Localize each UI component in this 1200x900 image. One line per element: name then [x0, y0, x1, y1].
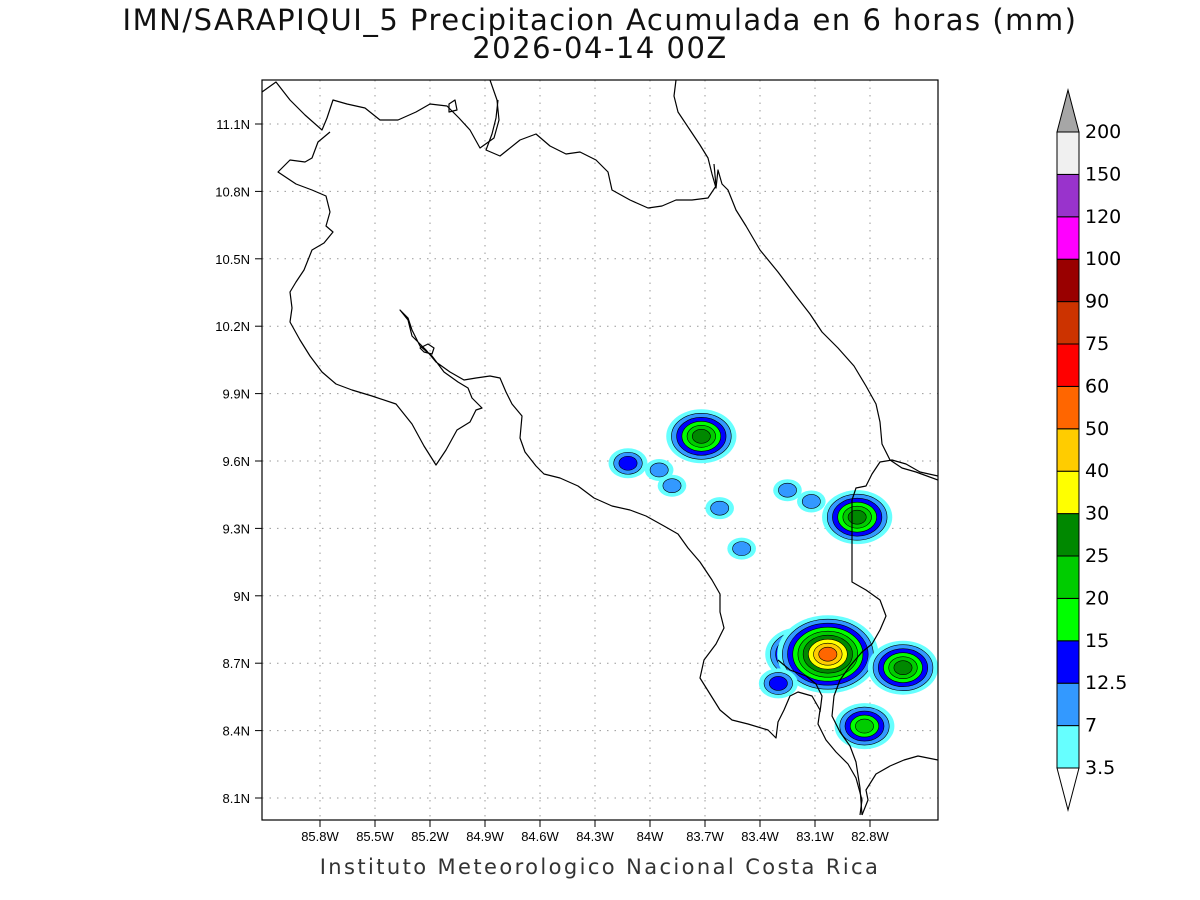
coastline-and-borders	[262, 80, 938, 816]
colorbar-label: 100	[1085, 248, 1121, 270]
panama-border	[831, 459, 938, 816]
lon-tick-label: 84.3W	[576, 829, 614, 844]
colorbar-swatch	[1056, 301, 1080, 345]
rain-contour	[662, 478, 682, 494]
rain-cell	[644, 458, 674, 481]
lat-tick-label: 9.9N	[223, 387, 250, 402]
rain-contour	[691, 428, 711, 444]
precipitation-field	[608, 409, 938, 750]
lon-tick-label: 85.8W	[301, 829, 339, 844]
colorbar-label: 200	[1085, 121, 1121, 143]
rain-contour	[855, 718, 874, 734]
colorbar-label: 60	[1085, 375, 1109, 397]
rain-cell	[705, 497, 734, 520]
lon-tick-label: 85.2W	[411, 829, 449, 844]
nicaragua-costa-rica-border	[485, 99, 717, 209]
rain-cell	[608, 448, 648, 479]
grid-lines	[262, 80, 938, 820]
colorbar-label: 3.5	[1085, 757, 1115, 779]
colorbar-swatch	[1056, 682, 1080, 727]
lat-tick-label: 10.5N	[215, 252, 250, 267]
rain-contour	[649, 462, 669, 478]
map-datetime: 2026-04-14 00Z	[472, 31, 728, 65]
lon-tick-label: 84.9W	[466, 829, 504, 844]
rain-cell	[773, 479, 802, 502]
colorbar-swatch	[1056, 216, 1080, 260]
lat-tick-label: 9N	[233, 589, 250, 604]
colorbar-label: 50	[1085, 418, 1109, 440]
lon-tick-label: 84.6W	[521, 829, 559, 844]
lon-tick-label: 82.8W	[851, 829, 889, 844]
rain-contour	[847, 509, 867, 525]
colorbar-low-arrow	[1056, 767, 1080, 812]
rain-cell	[867, 640, 938, 695]
colorbar: 3.5 7 12.5 15 20 25 30 40 50 60 75 90 100 120 150 200	[1056, 88, 1127, 812]
colorbar-label: 15	[1085, 630, 1109, 652]
rain-cell	[727, 537, 756, 560]
lon-tick-label: 85.5W	[356, 829, 394, 844]
axis-ticks: 85.8W 85.5W 85.2W 84.9W 84.6W 84.3W 84W 83.7W 83…	[215, 117, 889, 844]
map-title: IMN/SARAPIQUI_5 Precipitacion Acumulada …	[122, 3, 1078, 37]
rain-contour	[618, 455, 638, 471]
colorbar-label: 120	[1085, 206, 1121, 228]
colorbar-label: 20	[1085, 587, 1109, 609]
colorbar-swatch	[1056, 513, 1080, 557]
caribbean-coast	[673, 80, 938, 481]
colorbar-label: 7	[1085, 715, 1097, 737]
colorbar-label: 75	[1085, 333, 1109, 355]
rain-cell	[797, 490, 826, 513]
lat-tick-label: 9.6N	[223, 454, 250, 469]
colorbar-label: 150	[1085, 163, 1121, 185]
colorbar-swatch	[1056, 343, 1080, 387]
lat-tick-label: 10.8N	[215, 184, 250, 199]
rain-contour	[818, 646, 838, 662]
burica-peninsula	[777, 659, 823, 713]
gulf-island	[419, 343, 435, 355]
rain-contour	[710, 500, 730, 516]
lat-tick-label: 9.3N	[223, 521, 250, 536]
colorbar-swatch	[1056, 470, 1080, 515]
lake-islet	[448, 99, 458, 113]
rain-contour	[801, 494, 821, 509]
rain-cell	[758, 668, 798, 699]
colorbar-swatch	[1056, 555, 1080, 599]
colorbar-swatch	[1056, 173, 1080, 218]
rain-contour	[893, 660, 913, 675]
colorbar-swatch	[1056, 725, 1080, 769]
rain-cell	[657, 474, 687, 497]
lat-tick-label: 8.4N	[223, 724, 250, 739]
colorbar-swatch	[1056, 258, 1080, 303]
rain-cell	[666, 409, 737, 464]
panama-pacific-coast	[861, 755, 938, 816]
rain-contour	[778, 482, 797, 498]
lon-tick-label: 83.1W	[796, 829, 834, 844]
rain-contour	[732, 541, 752, 556]
colorbar-high-arrow	[1056, 88, 1080, 133]
rain-contour	[768, 676, 788, 691]
lat-tick-label: 8.7N	[223, 656, 250, 671]
footer-credit: Instituto Meteorologico Nacional Costa R…	[319, 855, 881, 879]
map-background	[262, 80, 938, 820]
lat-tick-label: 11.1N	[216, 117, 250, 132]
colorbar-swatch	[1056, 428, 1080, 472]
colorbar-label: 30	[1085, 503, 1109, 525]
colorbar-label: 90	[1085, 291, 1109, 313]
colorbar-label: 25	[1085, 545, 1109, 567]
colorbar-swatch	[1056, 597, 1080, 642]
lat-tick-label: 10.2N	[215, 319, 250, 334]
rain-cell	[834, 703, 895, 750]
colorbar-swatch	[1056, 385, 1080, 430]
colorbar-label: 40	[1085, 460, 1109, 482]
colorbar-label: 12.5	[1085, 672, 1127, 694]
costa-rica-pacific-coast	[277, 131, 863, 816]
lon-tick-label: 83.7W	[686, 829, 724, 844]
lon-tick-label: 84W	[637, 829, 664, 844]
map-frame	[261, 79, 939, 821]
colorbar-swatch	[1056, 640, 1080, 684]
colorbar-swatch	[1056, 131, 1080, 175]
rain-cell	[822, 490, 893, 545]
lat-tick-label: 8.1N	[223, 791, 250, 806]
lon-tick-label: 83.4W	[741, 829, 779, 844]
